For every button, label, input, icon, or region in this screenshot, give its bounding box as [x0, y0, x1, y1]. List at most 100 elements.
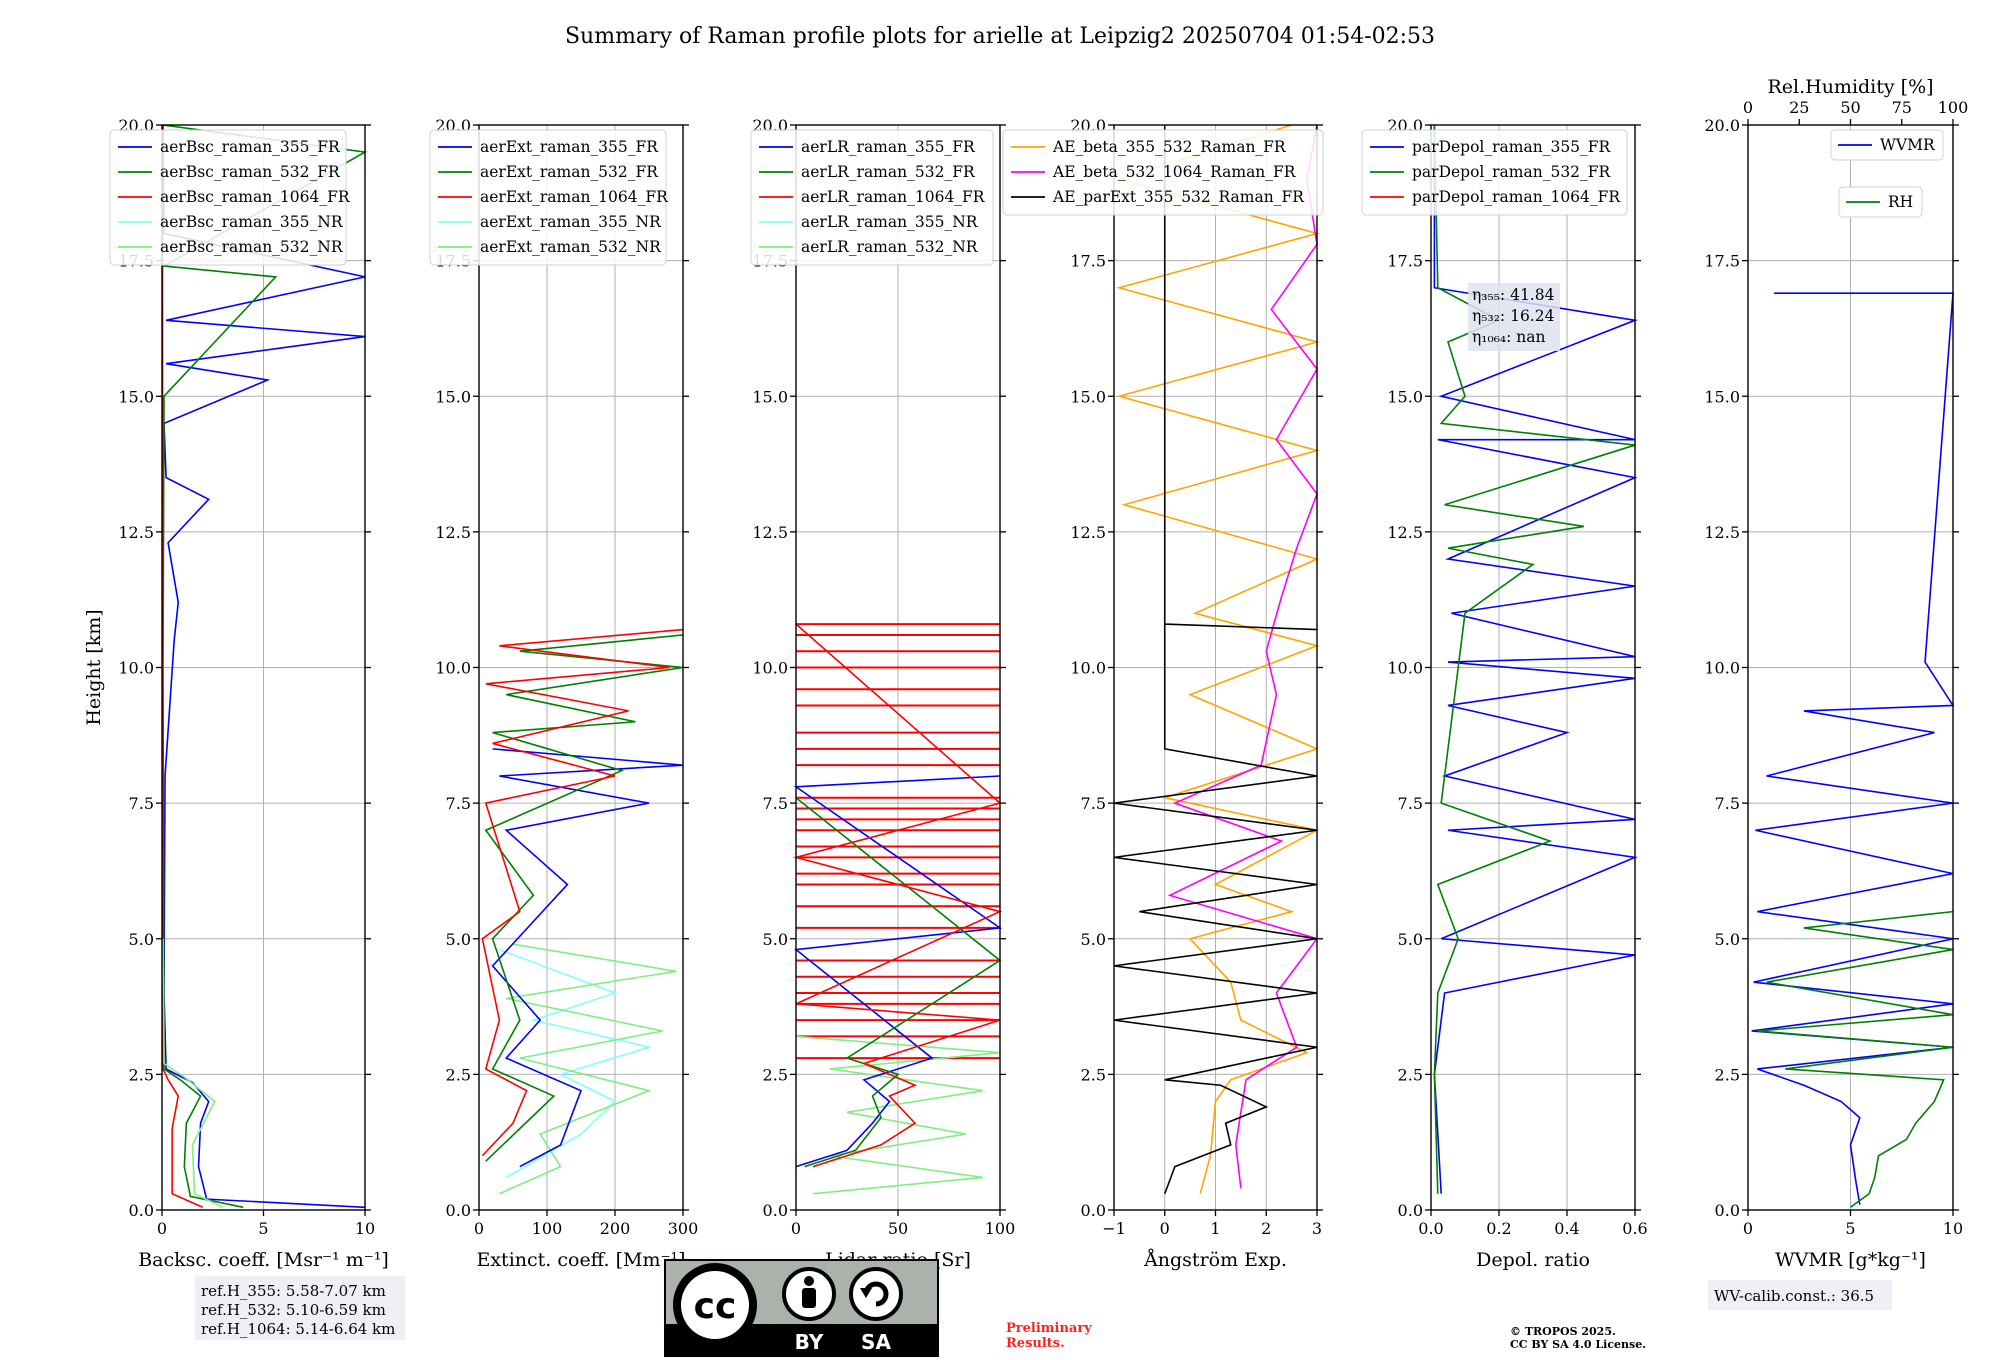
x-tick-label: 5: [258, 1219, 268, 1238]
rh-tick-label: 50: [1840, 98, 1860, 117]
rh-tick-label: 75: [1892, 98, 1912, 117]
series-line-aerbsc-raman-532-nr: [162, 938, 224, 1209]
y-tick-label: 12.5: [1070, 523, 1106, 542]
panels: 05100.02.55.07.510.012.515.017.520.0Back…: [83, 76, 1968, 1310]
y-tick-label: 0.0: [446, 1201, 471, 1220]
sa-arrowhead-icon: [860, 1288, 872, 1298]
legend-entry: aerBsc_raman_1064_FR: [160, 188, 351, 206]
legend-entry: aerExt_raman_532_FR: [480, 163, 659, 181]
eta-annotation: η₃₅₅: 41.84: [1472, 286, 1555, 304]
x-tick-label: 5: [1845, 1219, 1855, 1238]
series-line-aerext-raman-355-fr: [491, 748, 684, 1168]
y-tick-label: 0.0: [1715, 1201, 1740, 1220]
y-tick-label: 5.0: [129, 930, 154, 949]
series-line-aerext-raman-355-nr: [499, 948, 653, 1179]
y-tick-label: 10.0: [1070, 659, 1106, 678]
cc-text: cc: [694, 1286, 737, 1327]
x-tick-label: 0: [474, 1219, 484, 1238]
eta-annotation: η₁₀₆₄: nan: [1472, 328, 1546, 346]
x-tick-label: −1: [1102, 1219, 1126, 1238]
y-tick-label: 0.0: [1398, 1201, 1423, 1220]
x-tick-label: 0: [1160, 1219, 1170, 1238]
y-tick-label: 15.0: [1704, 387, 1740, 406]
series-line-aerext-raman-532-nr: [499, 943, 677, 1195]
x-tick-label: 0.2: [1486, 1219, 1511, 1238]
x-tick-label: 3: [1312, 1219, 1322, 1238]
series-line-rh: [1757, 910, 1954, 1208]
axes-frame: [161, 124, 366, 1211]
y-tick-label: 10.0: [1704, 659, 1740, 678]
y-tick-label: 7.5: [763, 794, 788, 813]
x-tick-label: 50: [888, 1219, 908, 1238]
y-tick-label: 7.5: [129, 794, 154, 813]
legend-entry: WVMR: [1880, 136, 1936, 154]
copyright-line1: © TROPOS 2025.: [1510, 1325, 1616, 1338]
x-axis-label: WVMR [g*kg⁻¹]: [1775, 1249, 1926, 1271]
axes-frame: [478, 124, 684, 1211]
wv-calib-text: WV-calib.const.: 36.5: [1714, 1287, 1874, 1305]
x-axis-label: Backsc. coeff. [Msr⁻¹ m⁻¹]: [138, 1249, 389, 1271]
series-line-aerext-raman-532-fr: [484, 634, 684, 1162]
rh-tick-label: 25: [1789, 98, 1809, 117]
rh-tick-label: 100: [1938, 98, 1969, 117]
refh-1064: ref.H_1064: 5.14-6.64 km: [201, 1320, 395, 1338]
y-tick-label: 7.5: [1398, 794, 1423, 813]
x-tick-label: 300: [668, 1219, 699, 1238]
sa-share-alike-icon: [849, 1267, 903, 1321]
y-tick-label: 20.0: [1704, 116, 1740, 135]
y-tick-label: 17.5: [1070, 252, 1106, 271]
legend-entry: aerBsc_raman_355_NR: [160, 213, 344, 231]
series-line-aerbsc-raman-1064-fr: [161, 124, 203, 1209]
panel-depol: 0.0 0.2 0.4 0.6 0.0 2.5 5.0 7.5 10.0 12.5 15.0 17.5…: [1361, 116, 1648, 1271]
y-tick-label: 17.5: [1387, 252, 1423, 271]
legend-entry: AE_parExt_355_532_Raman_FR: [1052, 188, 1305, 206]
legend-entry: parDepol_raman_355_FR: [1412, 138, 1612, 156]
legend-entry: parDepol_raman_532_FR: [1412, 163, 1612, 181]
series-line-aerbsc-raman-532-fr: [161, 124, 368, 1209]
x-tick-label: 1: [1210, 1219, 1220, 1238]
legend-entry: aerLR_raman_355_FR: [801, 138, 976, 156]
x-tick-label: 200: [600, 1219, 631, 1238]
axes-frame: [1113, 124, 1318, 1211]
y-tick-label: 15.0: [1387, 387, 1423, 406]
y-tick-label: 15.0: [118, 387, 154, 406]
x-tick-label: 10: [355, 1219, 375, 1238]
x-tick-label: 100: [532, 1219, 563, 1238]
legend-entry: aerExt_raman_355_FR: [480, 138, 659, 156]
x-tick-label: 10: [1943, 1219, 1963, 1238]
legend-box: [1361, 129, 1628, 216]
y-tick-label: 12.5: [1704, 523, 1740, 542]
y-tick-label: 2.5: [446, 1065, 471, 1084]
legend-entry: aerLR_raman_355_NR: [801, 213, 979, 231]
legend-entry: aerExt_raman_1064_FR: [480, 188, 669, 206]
x-tick-label: 2: [1261, 1219, 1271, 1238]
legend-entry: AE_beta_532_1064_Raman_FR: [1052, 163, 1297, 181]
y-tick-label: 5.0: [1398, 930, 1423, 949]
panel-ext: 01002003000.02.55.07.510.012.515.017.520…: [429, 116, 699, 1271]
legend-box: [750, 129, 994, 266]
series-line-aerlr-raman-355-fr: [793, 775, 1003, 1168]
series-line-aerlr-raman-1064-fr: [792, 623, 1003, 1168]
legend-box: [429, 129, 667, 266]
x-tick-label: 0: [1743, 1219, 1753, 1238]
y-tick-label: 15.0: [752, 387, 788, 406]
axes-frame: [1430, 124, 1636, 1211]
y-tick-label: 2.5: [1715, 1065, 1740, 1084]
preliminary-line2: Results.: [1006, 1336, 1065, 1351]
y-tick-label: 10.0: [1387, 659, 1423, 678]
x-axis-label: Depol. ratio: [1476, 1249, 1590, 1271]
y-tick-label: 10.0: [118, 659, 154, 678]
reference-height-box: ref.H_355: 5.58-7.07 km ref.H_532: 5.10-…: [195, 1276, 405, 1340]
legend-box: [1002, 129, 1324, 216]
series-line-pardepol-raman-532-fr: [1433, 124, 1636, 1194]
y-tick-label: 5.0: [446, 930, 471, 949]
y-tick-label: 2.5: [1081, 1065, 1106, 1084]
x-tick-label: 0.6: [1622, 1219, 1647, 1238]
legend-entry: parDepol_raman_1064_FR: [1412, 188, 1621, 206]
y-tick-label: 5.0: [1081, 930, 1106, 949]
y-tick-label: 2.5: [1398, 1065, 1423, 1084]
x-tick-label: 0: [157, 1219, 167, 1238]
legend-entry: aerExt_raman_355_NR: [480, 213, 662, 231]
figure-title: Summary of Raman profile plots for ariel…: [565, 24, 1435, 49]
